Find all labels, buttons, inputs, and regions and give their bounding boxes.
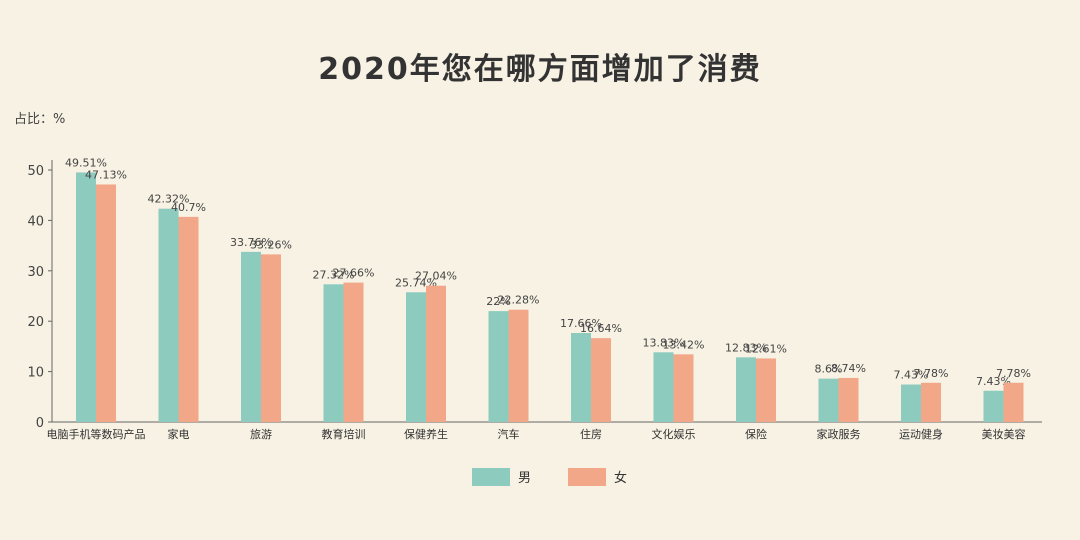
x-tick-label: 家电 [168,427,190,441]
data-label: 33.26% [250,238,292,251]
bar-male [983,390,1004,422]
bar-female [426,285,446,422]
data-label: 42.32% [148,193,190,206]
x-tick-label: 旅游 [250,427,272,441]
bar-male [488,311,509,422]
bar-male [323,284,344,422]
bar-female [673,354,694,422]
bar-male [818,378,839,422]
y-tick-label: 10 [27,366,44,381]
data-label: 7.43% [894,369,929,382]
bar-male [653,352,674,422]
bar-female [508,309,529,422]
bar-female [343,282,364,422]
data-label: 27.66% [333,267,375,280]
bar-male [76,172,96,422]
data-label: 16.64% [580,322,622,335]
bar-female [838,377,859,422]
chart-title: 2020年您在哪方面增加了消费 [318,52,762,87]
y-tick-label: 50 [27,164,44,179]
data-label: 22% [486,295,510,308]
data-label: 40.7% [171,201,206,214]
bar-female [178,216,199,422]
y-tick-label: 20 [27,315,44,330]
bar-female [261,254,281,422]
x-tick-label: 运动健身 [899,427,943,441]
x-tick-label: 保险 [745,427,767,441]
y-tick-label: 30 [27,265,44,280]
data-label: 47.13% [85,168,127,181]
data-label: 8.6% [815,363,843,376]
x-tick-label: 家政服务 [817,427,861,441]
legend-label: 女 [614,470,627,486]
data-label: 12.83% [725,341,767,354]
data-label: 17.66% [560,317,602,330]
data-label: 33.76% [230,236,272,249]
x-tick-label: 美妆美容 [982,427,1026,441]
data-label: 13.83% [643,336,685,349]
x-tick-label: 电脑手机等数码产品 [47,427,146,441]
data-label: 27.04% [415,270,457,283]
data-label: 12.61% [745,342,787,355]
data-label: 7.78% [996,367,1031,380]
data-label: 27.32% [313,268,355,281]
x-tick-label: 教育培训 [322,427,366,441]
bar-female [921,382,941,422]
bar-male [901,384,921,422]
data-label: 7.78% [914,367,949,380]
data-label: 22.28% [498,294,540,307]
bar-male [406,292,426,422]
legend-label: 男 [518,471,531,486]
bar-female [591,338,611,422]
data-label: 7.43% [976,375,1011,388]
bar-male [736,357,756,422]
x-tick-label: 汽车 [498,427,520,441]
bar-male [158,208,179,422]
x-tick-label: 住房 [580,427,602,441]
bar-male [571,332,591,422]
y-tick-label: 40 [27,214,44,229]
data-label: 13.42% [663,338,705,351]
x-tick-label: 文化娱乐 [652,427,696,441]
bar-female [1003,382,1024,422]
bar-male [241,251,261,422]
legend-swatch-female [568,468,606,486]
bar-female [96,184,116,422]
data-label: 8.74% [831,362,866,375]
legend-swatch-male [472,468,510,486]
data-label: 49.51% [65,156,107,169]
x-tick-label: 保健养生 [404,427,448,441]
y-tick-label: 0 [36,416,44,431]
bar-female [756,358,776,422]
y-axis-unit-label: 占比：% [14,112,66,127]
